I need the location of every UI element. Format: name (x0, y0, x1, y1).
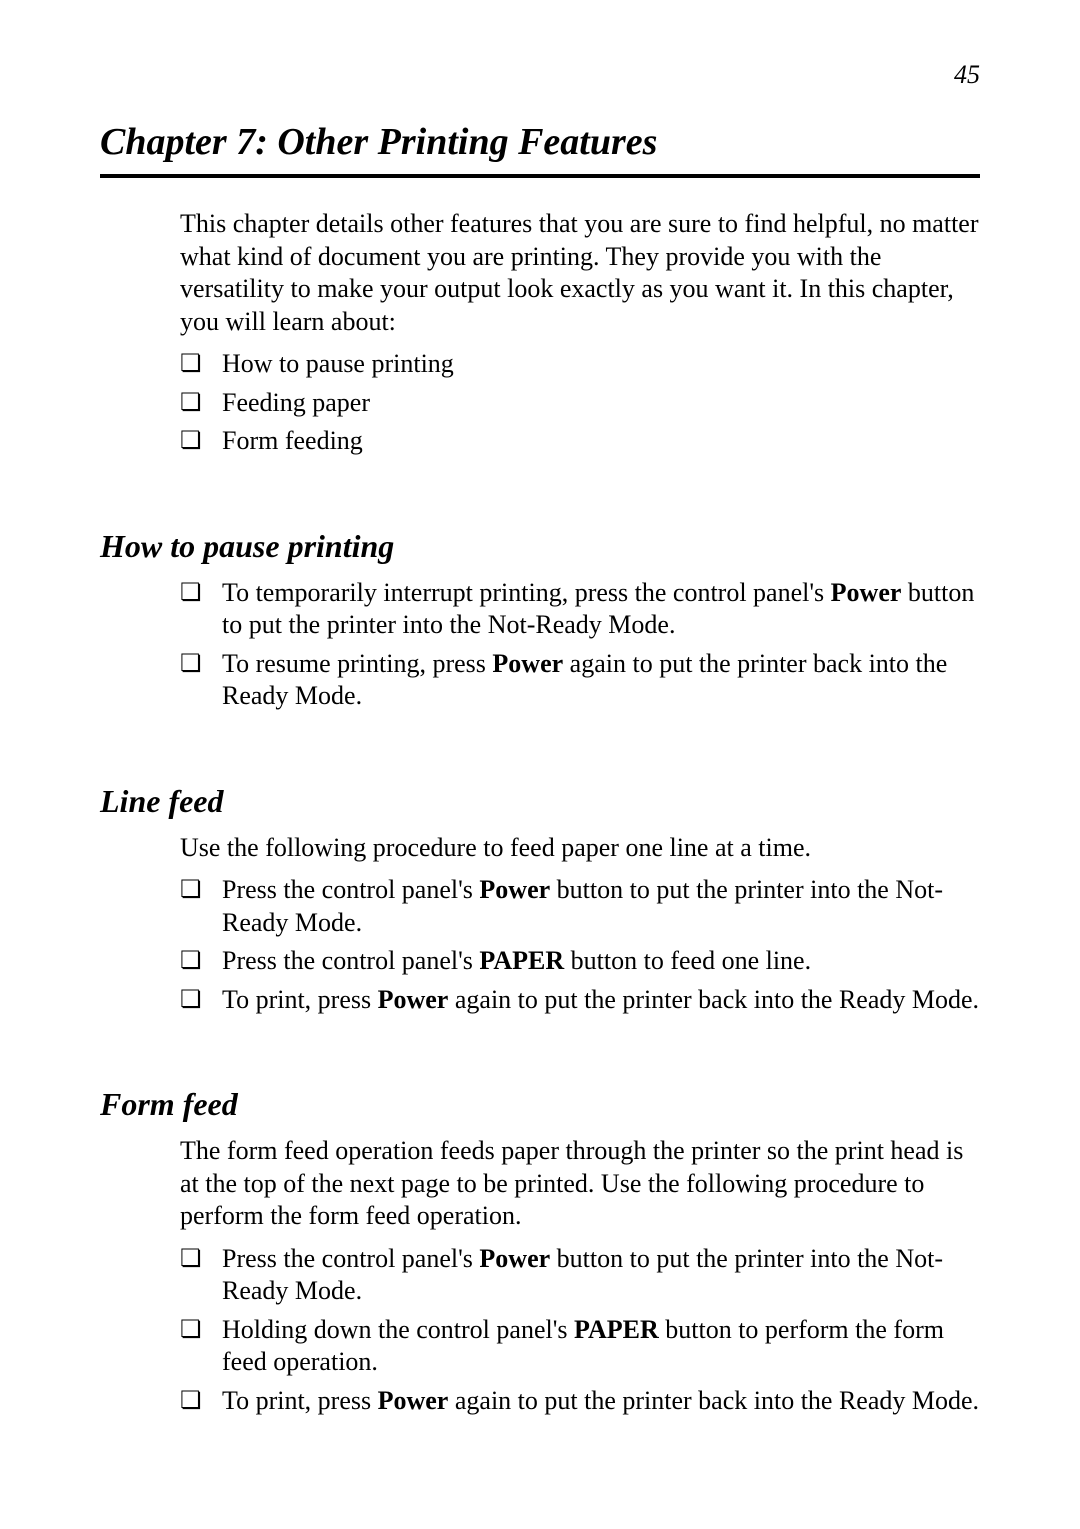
text-run: again to put the printer back into the R… (448, 1386, 979, 1415)
page: 45 Chapter 7: Other Printing Features Th… (0, 0, 1080, 1529)
bold-run: Power (831, 578, 902, 607)
text-run: Press the control panel's (222, 1244, 479, 1273)
text-run: Press the control panel's (222, 946, 479, 975)
list-item: Press the control panel's PAPER button t… (180, 945, 980, 978)
list-item: To resume printing, press Power again to… (180, 648, 980, 713)
text-run: To print, press (222, 985, 378, 1014)
section-heading-linefeed: Line feed (100, 783, 980, 820)
list-item: Form feeding (180, 425, 980, 458)
bold-run: Power (378, 985, 449, 1014)
list-item: To print, press Power again to put the p… (180, 984, 980, 1017)
chapter-title: Chapter 7: Other Printing Features (100, 120, 980, 164)
text-run: button to feed one line. (564, 946, 811, 975)
section-heading-pause: How to pause printing (100, 528, 980, 565)
title-rule (100, 174, 980, 178)
list-item: To temporarily interrupt printing, press… (180, 577, 980, 642)
intro-list: How to pause printing Feeding paper Form… (180, 348, 980, 458)
linefeed-intro: Use the following procedure to feed pape… (180, 832, 980, 865)
pause-list: To temporarily interrupt printing, press… (180, 577, 980, 713)
bold-run: PAPER (479, 946, 564, 975)
section-heading-formfeed: Form feed (100, 1086, 980, 1123)
page-number: 45 (954, 60, 980, 90)
text-run: again to put the printer back into the R… (448, 985, 979, 1014)
bold-run: Power (378, 1386, 449, 1415)
text-run: Holding down the control panel's (222, 1315, 574, 1344)
text-run: Press the control panel's (222, 875, 479, 904)
list-item: Feeding paper (180, 387, 980, 420)
list-item: How to pause printing (180, 348, 980, 381)
text-run: To resume printing, press (222, 649, 492, 678)
bold-run: Power (479, 1244, 550, 1273)
text-run: To temporarily interrupt printing, press… (222, 578, 831, 607)
list-item: To print, press Power again to put the p… (180, 1385, 980, 1418)
bold-run: Power (492, 649, 563, 678)
bold-run: PAPER (574, 1315, 659, 1344)
linefeed-list: Press the control panel's Power button t… (180, 874, 980, 1016)
list-item: Press the control panel's Power button t… (180, 1243, 980, 1308)
formfeed-intro: The form feed operation feeds paper thro… (180, 1135, 980, 1233)
list-item: Press the control panel's Power button t… (180, 874, 980, 939)
list-item: Holding down the control panel's PAPER b… (180, 1314, 980, 1379)
intro-paragraph: This chapter details other features that… (180, 208, 980, 338)
formfeed-list: Press the control panel's Power button t… (180, 1243, 980, 1418)
text-run: To print, press (222, 1386, 378, 1415)
bold-run: Power (479, 875, 550, 904)
